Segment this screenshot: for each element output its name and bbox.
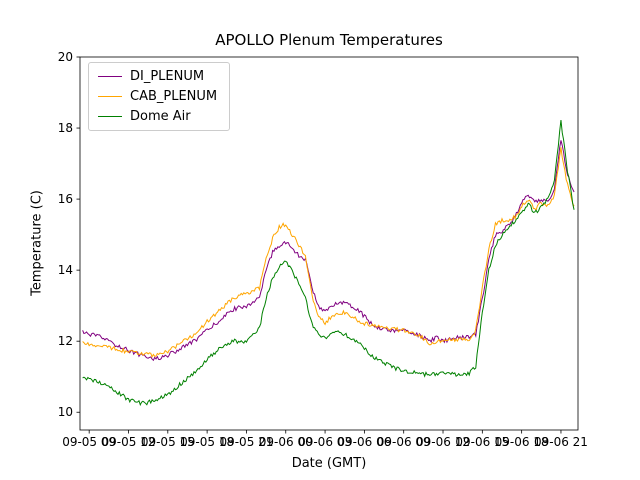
legend-line-swatch-cab-plenum [98, 96, 122, 97]
x-tick-label: 09-06 15 [455, 435, 509, 449]
y-tick-label: 18 [58, 121, 73, 135]
x-tick-label: 09-06 00 [259, 435, 313, 449]
x-tick-label: 09-06 12 [416, 435, 470, 449]
x-tick-label: 09-05 21 [219, 435, 273, 449]
x-tick-label: 09-05 15 [141, 435, 195, 449]
x-tick-label: 09-05 18 [180, 435, 234, 449]
x-axis-label: Date (GMT) [291, 456, 367, 471]
series-line-di-plenum [82, 140, 575, 362]
chart-title: APOLLO Plenum Temperatures [215, 31, 443, 49]
x-tick-label: 09-06 06 [337, 435, 391, 449]
series-line-cab-plenum [82, 147, 575, 359]
legend-line-swatch-di-plenum [98, 76, 122, 77]
legend-label-dome-air: Dome Air [130, 109, 191, 124]
x-tick-label: 09-06 18 [495, 435, 549, 449]
legend-line-swatch-dome-air [98, 116, 122, 117]
legend-label-cab-plenum: CAB_PLENUM [130, 89, 218, 104]
x-tick-label: 09-06 03 [298, 435, 352, 449]
y-tick-label: 20 [58, 50, 73, 64]
legend-item-dome-air: Dome Air [98, 110, 217, 123]
y-tick-label: 14 [58, 263, 73, 277]
y-tick-label: 10 [58, 405, 73, 419]
x-tick-label: 09-05 12 [102, 435, 156, 449]
legend-item-cab-plenum: CAB_PLENUM [98, 90, 217, 103]
legend-label-di-plenum: DI_PLENUM [130, 69, 205, 84]
series-line-dome-air [82, 120, 575, 407]
x-tick-label: 09-05 09 [62, 435, 116, 449]
y-tick-label: 12 [58, 334, 73, 348]
y-tick-label: 16 [58, 192, 73, 206]
x-tick-label: 09-06 09 [377, 435, 431, 449]
legend: DI_PLENUM CAB_PLENUM Dome Air [88, 62, 231, 131]
legend-item-di-plenum: DI_PLENUM [98, 70, 217, 83]
x-tick-label: 09-06 21 [534, 435, 588, 449]
